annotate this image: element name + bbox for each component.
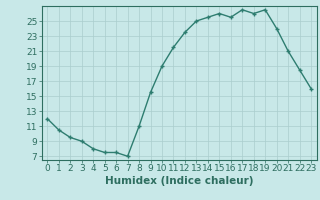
X-axis label: Humidex (Indice chaleur): Humidex (Indice chaleur) — [105, 176, 253, 186]
